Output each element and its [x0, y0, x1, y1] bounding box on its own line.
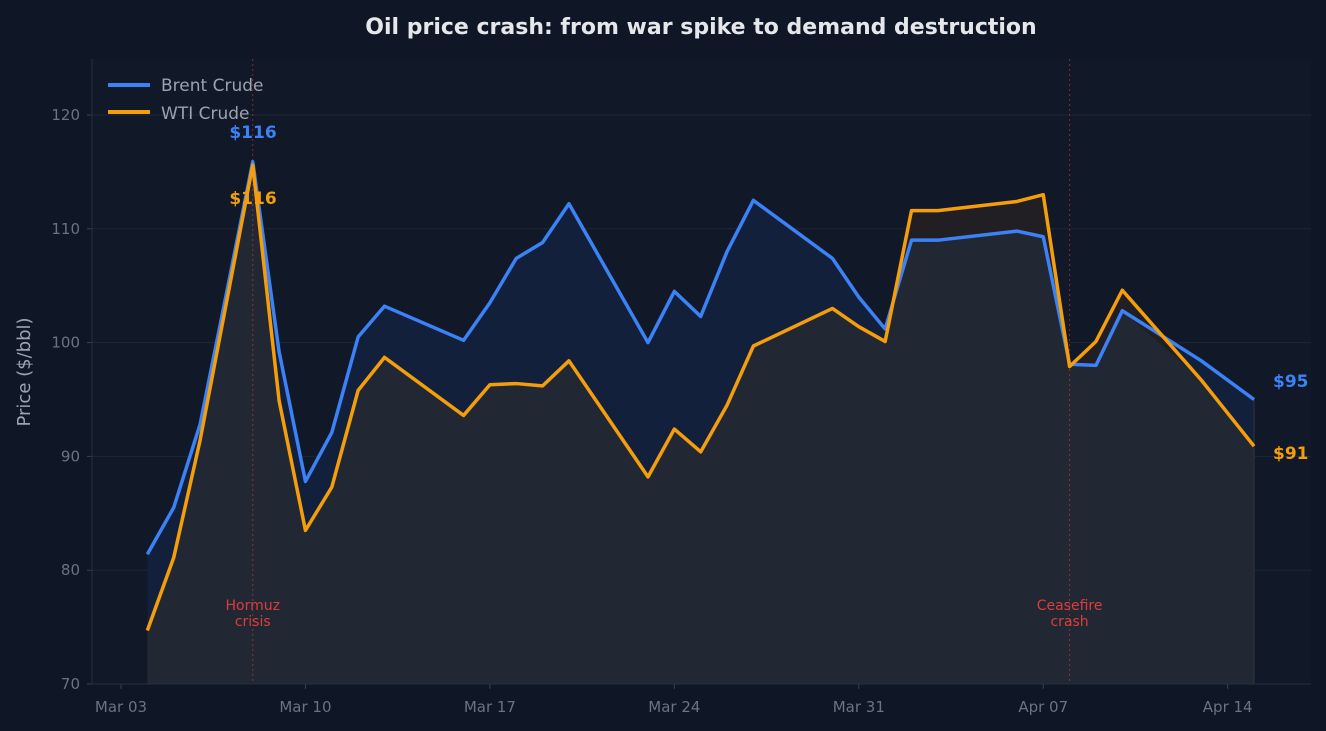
x-tick-label: Mar 10 — [279, 698, 331, 716]
event-annotation-label: Hormuz — [226, 598, 280, 614]
chart-title: Oil price crash: from war spike to deman… — [365, 15, 1036, 40]
x-tick-label: Mar 17 — [464, 698, 516, 716]
x-tick-label: Mar 03 — [95, 698, 147, 716]
y-tick-label: 70 — [61, 675, 80, 693]
price-label: $91 — [1273, 444, 1309, 464]
event-annotation-label: Ceasefire — [1037, 598, 1103, 614]
event-annotation-label: crash — [1050, 614, 1088, 630]
x-tick-label: Mar 24 — [648, 698, 700, 716]
price-label: $116 — [229, 189, 276, 209]
legend: Brent Crude WTI Crude — [108, 76, 263, 124]
x-tick-label: Mar 31 — [833, 698, 885, 716]
series-line-wti — [145, 163, 1256, 632]
y-tick-label: 110 — [51, 220, 80, 238]
legend-label-brent: Brent Crude — [161, 76, 263, 96]
x-tick-label: Apr 07 — [1018, 698, 1068, 716]
x-tick-label: Apr 14 — [1203, 698, 1253, 716]
series-line-brent — [145, 159, 1256, 556]
y-tick-label: 100 — [51, 334, 80, 352]
legend-label-wti: WTI Crude — [161, 104, 250, 124]
y-tick-label: 120 — [51, 106, 80, 124]
event-annotation-label: crisis — [235, 614, 271, 630]
price-label: $116 — [229, 123, 276, 143]
y-axis-label: Price ($/bbl) — [14, 317, 35, 426]
y-tick-label: 90 — [61, 447, 80, 465]
y-tick-label: 80 — [61, 561, 80, 579]
overlap-area-fill — [147, 165, 1255, 684]
price-label: $95 — [1273, 372, 1309, 392]
